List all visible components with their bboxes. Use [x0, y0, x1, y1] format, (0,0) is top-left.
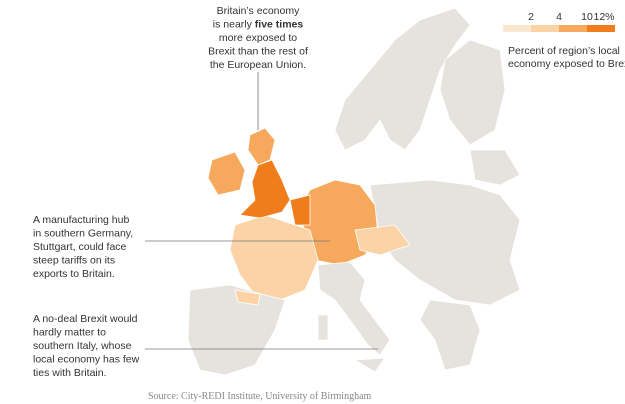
region	[317, 261, 391, 356]
legend-swatch	[503, 25, 531, 32]
annotation-line: local economy has few	[33, 354, 140, 366]
annotation-text: exports to Britain.	[33, 268, 115, 280]
legend: 2 4 10 12% Percent of region’s local eco…	[503, 11, 625, 70]
annotation-line: A no-deal Brexit would	[33, 313, 138, 325]
annotation-text: local economy has few	[33, 354, 140, 366]
legend-label: 2	[528, 11, 534, 23]
region	[334, 7, 471, 151]
legend-swatch	[531, 25, 559, 32]
annotation-text: A no-deal Brexit would	[33, 313, 138, 325]
legend-label: 12%	[593, 11, 614, 23]
annotation-text: A manufacturing hub	[33, 214, 129, 226]
annotation-text: southern Italy, whose	[33, 340, 132, 352]
region	[289, 194, 311, 226]
annotation-text: is nearly	[213, 19, 255, 31]
annotation-line: exports to Britain.	[33, 268, 115, 280]
annotation-line: is nearly five times	[213, 19, 304, 31]
map	[187, 7, 521, 376]
legend-caption: economy exposed to Brex	[508, 58, 625, 70]
annotation-line: southern Italy, whose	[33, 340, 132, 352]
legend-swatch	[587, 25, 615, 32]
source: Source: City-REDI Institute, University …	[148, 391, 372, 402]
legend-label: 10	[581, 11, 593, 23]
legend-caption: Percent of region’s local	[508, 45, 620, 57]
region	[234, 289, 261, 306]
annotation-line: Stuttgart, could face	[33, 241, 127, 253]
annotation-line: A manufacturing hub	[33, 214, 129, 226]
region	[469, 149, 521, 186]
annotation-text: Brexit than the rest of	[208, 46, 308, 58]
annotation-text: the European Union.	[210, 59, 306, 71]
region	[207, 151, 246, 196]
region	[247, 127, 276, 166]
region	[353, 357, 386, 373]
annotation-line: steep tariffs on its	[33, 255, 115, 267]
annotation-text: hardly matter to	[33, 327, 106, 339]
annotation-text: more exposed to	[219, 32, 297, 44]
region	[187, 284, 286, 376]
region	[419, 299, 481, 371]
region	[229, 214, 319, 301]
annotation-line: Brexit than the rest of	[208, 46, 308, 58]
annotation-line: in southern Germany,	[33, 228, 133, 240]
region	[239, 159, 291, 219]
annotation-text: five times	[255, 19, 304, 31]
annotation-line: Britain’s economy	[217, 5, 300, 17]
annotation-text: ties with Britain.	[33, 367, 107, 379]
annotation-text: Britain’s economy	[217, 5, 300, 17]
legend-label: 4	[556, 11, 562, 23]
annotation-line: more exposed to	[219, 32, 297, 44]
region	[317, 314, 329, 341]
legend-swatch	[559, 25, 587, 32]
annotation-line: the European Union.	[210, 59, 306, 71]
annotation-text: Stuttgart, could face	[33, 241, 127, 253]
region	[439, 39, 506, 146]
region	[354, 224, 411, 256]
annotation-line: hardly matter to	[33, 327, 106, 339]
annotation-text: steep tariffs on its	[33, 255, 115, 267]
annotations: Britain’s economy is nearly five timesmor…	[33, 5, 308, 379]
annotation-line: ties with Britain.	[33, 367, 107, 379]
annotation-text: in southern Germany,	[33, 228, 133, 240]
